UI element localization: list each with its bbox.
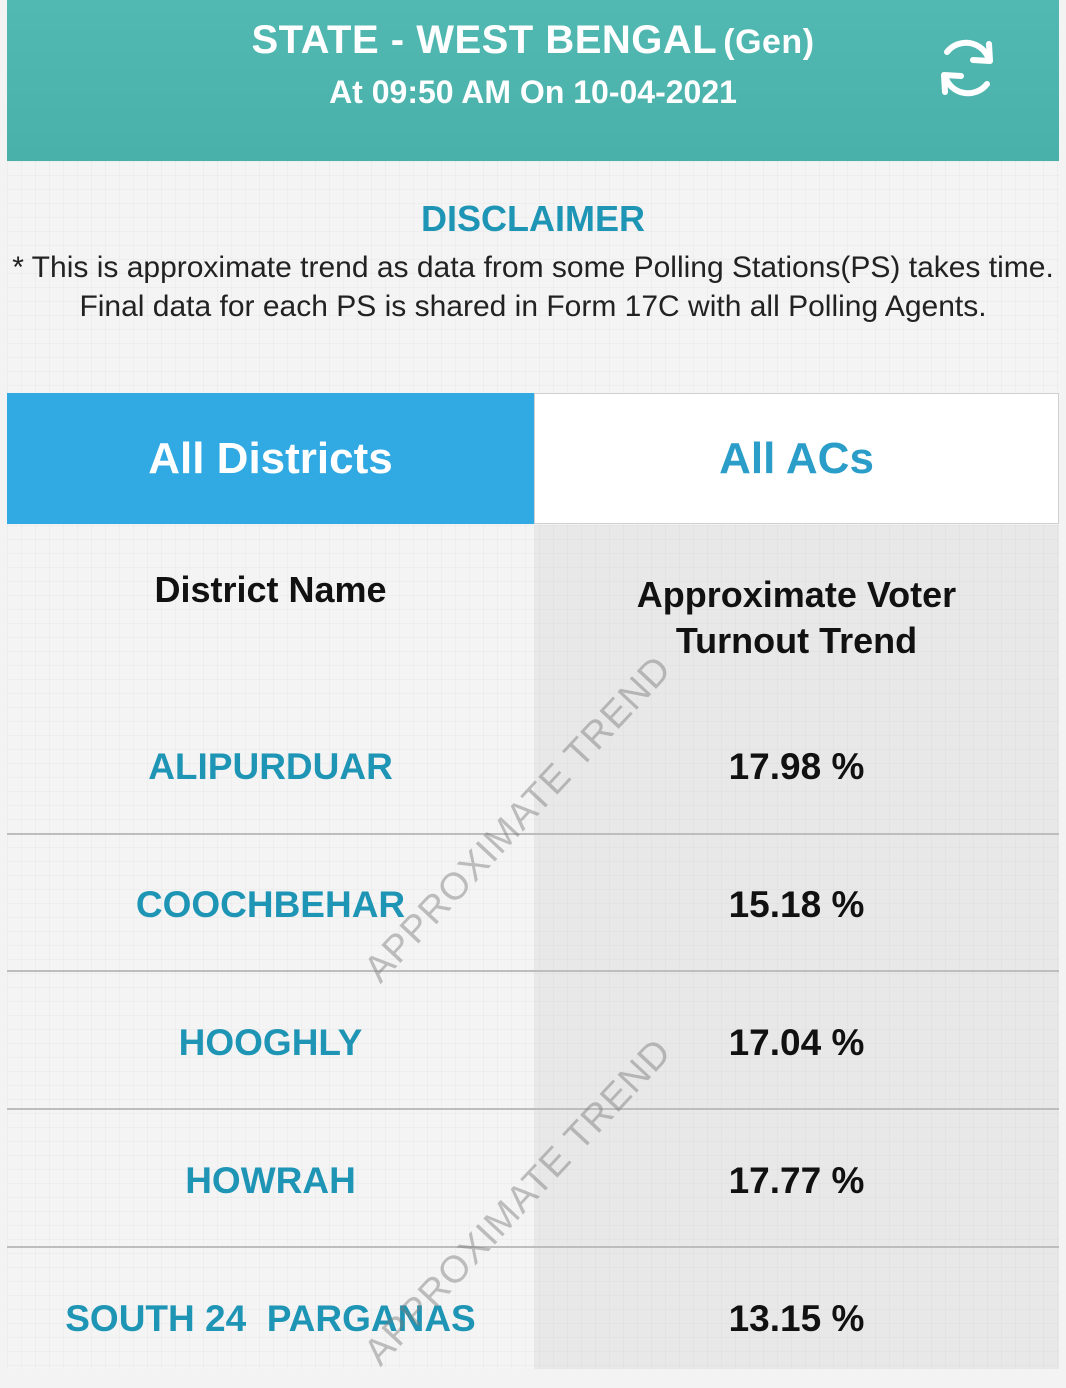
- district-name-header: District Name: [154, 569, 387, 610]
- turnout-value: 17.98 %: [728, 746, 865, 787]
- header-bar: STATE - WEST BENGAL (Gen) At 09:50 AM On …: [7, 0, 1059, 161]
- table-row: HOWRAH 17.77 %: [7, 1112, 1059, 1250]
- state-title-text: STATE - WEST BENGAL: [251, 18, 718, 62]
- turnout-header-text: Approximate Voter Turnout Trend: [636, 574, 957, 661]
- table-row: COOCHBEHAR 15.18 %: [7, 836, 1059, 974]
- refresh-icon[interactable]: [929, 30, 1005, 106]
- district-link[interactable]: ALIPURDUAR: [148, 746, 393, 787]
- turnout-value: 15.18 %: [728, 884, 865, 925]
- row-divider: [7, 970, 1059, 972]
- category-label: (Gen): [723, 23, 815, 61]
- content-background: [7, 161, 1059, 1369]
- turnout-value: 17.04 %: [728, 1022, 865, 1063]
- district-link[interactable]: HOWRAH: [185, 1160, 356, 1201]
- table-row: ALIPURDUAR 17.98 %: [7, 698, 1059, 836]
- row-divider: [7, 1246, 1059, 1248]
- district-link[interactable]: SOUTH 24 PARGANAS: [65, 1298, 476, 1339]
- turnout-value: 13.15 %: [728, 1298, 865, 1339]
- district-link[interactable]: COOCHBEHAR: [135, 884, 406, 925]
- tab-all-districts[interactable]: All Districts: [7, 393, 534, 524]
- district-link[interactable]: HOOGHLY: [178, 1022, 363, 1063]
- timestamp: At 09:50 AM On 10-04-2021: [329, 74, 737, 110]
- tab-all-acs[interactable]: All ACs: [534, 393, 1059, 524]
- disclaimer-title: DISCLAIMER: [421, 198, 645, 239]
- disclaimer-text: * This is approximate trend as data from…: [12, 251, 1054, 323]
- turnout-column-background: [534, 525, 1059, 1369]
- table-row: SOUTH 24 PARGANAS 13.15 %: [7, 1250, 1059, 1388]
- turnout-value: 17.77 %: [728, 1160, 865, 1201]
- row-divider: [7, 1108, 1059, 1110]
- state-title: STATE - WEST BENGAL (Gen): [7, 18, 1059, 63]
- table-row: HOOGHLY 17.04 %: [7, 974, 1059, 1112]
- row-divider: [7, 833, 1059, 835]
- turnout-header: Approximate Voter Turnout Trend: [534, 572, 1059, 664]
